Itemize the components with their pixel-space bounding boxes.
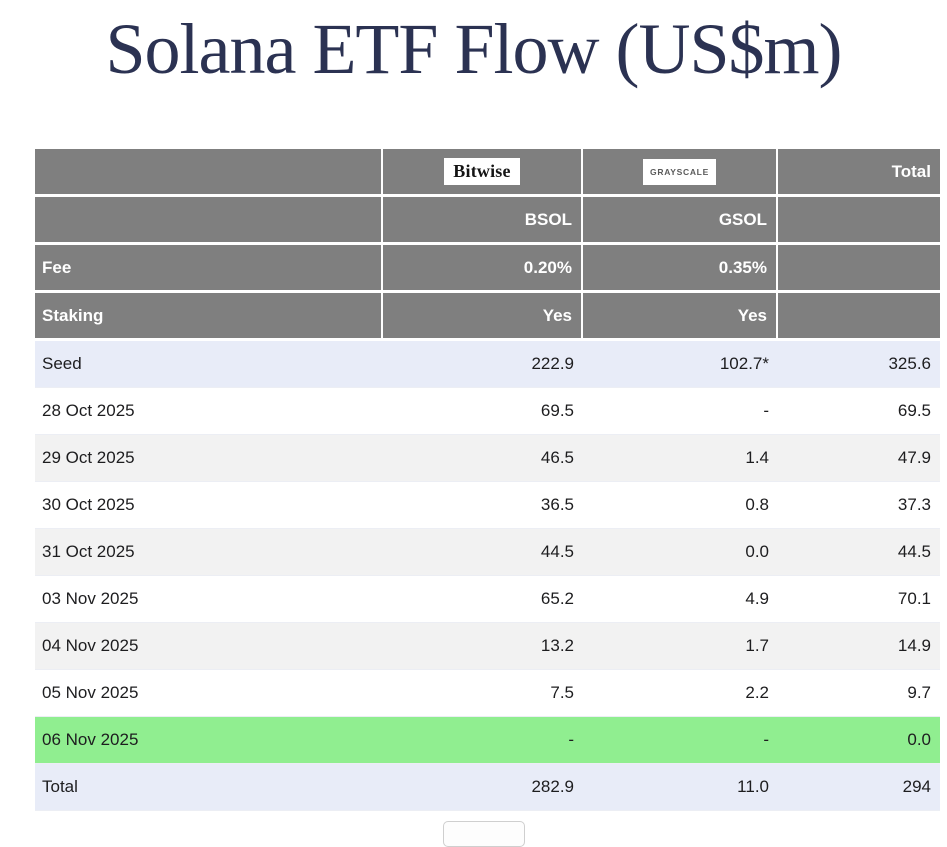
row-gsol: 1.7 bbox=[745, 636, 769, 655]
row-bsol: 46.5 bbox=[540, 448, 574, 467]
row-gsol: - bbox=[763, 730, 769, 749]
fee-total-blank-cell bbox=[778, 245, 940, 290]
table-row: 28 Oct 2025 69.5 - 69.5 bbox=[35, 388, 940, 435]
gsol-ticker-cell: GSOL bbox=[583, 197, 778, 242]
fee-label: Fee bbox=[35, 245, 383, 290]
ticker-blank-cell bbox=[35, 197, 383, 242]
row-bsol: 222.9 bbox=[531, 354, 574, 373]
row-total: 325.6 bbox=[888, 354, 931, 373]
fee-gsol: 0.35% bbox=[583, 245, 778, 290]
row-bsol: 36.5 bbox=[540, 495, 574, 514]
etf-flow-table: Bitwise GRAYSCALE Total BSOL GSOL Fee 0.… bbox=[35, 149, 940, 811]
row-total: 47.9 bbox=[897, 448, 931, 467]
ticker-total-blank-cell bbox=[778, 197, 940, 242]
row-label: 30 Oct 2025 bbox=[42, 495, 135, 514]
table-row: 31 Oct 2025 44.5 0.0 44.5 bbox=[35, 529, 940, 576]
row-total: 37.3 bbox=[897, 495, 931, 514]
staking-gsol: Yes bbox=[583, 293, 778, 338]
row-bsol: 69.5 bbox=[540, 401, 574, 420]
table-row: 06 Nov 2025 - - 0.0 bbox=[35, 717, 940, 764]
row-gsol: 0.8 bbox=[745, 495, 769, 514]
row-gsol: 11.0 bbox=[737, 777, 769, 796]
row-label: 03 Nov 2025 bbox=[42, 589, 139, 608]
row-gsol: 102.7* bbox=[719, 354, 769, 373]
row-label: 06 Nov 2025 bbox=[42, 730, 139, 749]
row-label: Seed bbox=[42, 354, 82, 373]
table-row: 29 Oct 2025 46.5 1.4 47.9 bbox=[35, 435, 940, 482]
row-gsol: 4.9 bbox=[745, 589, 769, 608]
table-row: 04 Nov 2025 13.2 1.7 14.9 bbox=[35, 623, 940, 670]
staking-row: Staking Yes Yes bbox=[35, 293, 940, 341]
row-total: 0.0 bbox=[907, 730, 931, 749]
fee-row: Fee 0.20% 0.35% bbox=[35, 245, 940, 293]
table-row: Total 282.9 11.0 294 bbox=[35, 764, 940, 811]
cut-off-button[interactable] bbox=[443, 821, 525, 847]
row-bsol: 13.2 bbox=[540, 636, 574, 655]
row-total: 294 bbox=[902, 777, 931, 796]
bitwise-logo: Bitwise bbox=[444, 158, 520, 185]
row-gsol: 1.4 bbox=[745, 448, 769, 467]
grayscale-logo: GRAYSCALE bbox=[643, 158, 716, 185]
row-total: 69.5 bbox=[897, 401, 931, 420]
row-label: 28 Oct 2025 bbox=[42, 401, 135, 420]
row-total: 9.7 bbox=[907, 683, 931, 702]
fee-bsol: 0.20% bbox=[383, 245, 583, 290]
bsol-ticker-cell: BSOL bbox=[383, 197, 583, 242]
row-gsol: 0.0 bbox=[745, 542, 769, 561]
total-header-cell: Total bbox=[778, 149, 940, 194]
row-total: 14.9 bbox=[897, 636, 931, 655]
row-gsol: - bbox=[763, 401, 769, 420]
bitwise-cell: Bitwise bbox=[383, 149, 583, 194]
row-bsol: - bbox=[568, 730, 574, 749]
grayscale-cell: GRAYSCALE bbox=[583, 149, 778, 194]
row-label: Total bbox=[42, 777, 78, 796]
row-bsol: 44.5 bbox=[540, 542, 574, 561]
table-row: 03 Nov 2025 65.2 4.9 70.1 bbox=[35, 576, 940, 623]
row-total: 70.1 bbox=[897, 589, 931, 608]
table-row: 30 Oct 2025 36.5 0.8 37.3 bbox=[35, 482, 940, 529]
ticker-header-row: BSOL GSOL bbox=[35, 197, 940, 245]
row-bsol: 282.9 bbox=[531, 777, 574, 796]
staking-bsol: Yes bbox=[383, 293, 583, 338]
row-label: 04 Nov 2025 bbox=[42, 636, 139, 655]
row-label: 31 Oct 2025 bbox=[42, 542, 135, 561]
table-row: 05 Nov 2025 7.5 2.2 9.7 bbox=[35, 670, 940, 717]
table-row: Seed 222.9 102.7* 325.6 bbox=[35, 341, 940, 388]
staking-total-blank-cell bbox=[778, 293, 940, 338]
page-title: Solana ETF Flow (US$m) bbox=[105, 9, 842, 89]
staking-label: Staking bbox=[35, 293, 383, 338]
row-bsol: 65.2 bbox=[540, 589, 574, 608]
issuer-blank-cell bbox=[35, 149, 383, 194]
row-gsol: 2.2 bbox=[745, 683, 769, 702]
table-body: Seed 222.9 102.7* 325.6 28 Oct 2025 69.5… bbox=[35, 341, 940, 811]
row-label: 29 Oct 2025 bbox=[42, 448, 135, 467]
row-total: 44.5 bbox=[897, 542, 931, 561]
issuer-header-row: Bitwise GRAYSCALE Total bbox=[35, 149, 940, 197]
row-label: 05 Nov 2025 bbox=[42, 683, 139, 702]
row-bsol: 7.5 bbox=[550, 683, 574, 702]
